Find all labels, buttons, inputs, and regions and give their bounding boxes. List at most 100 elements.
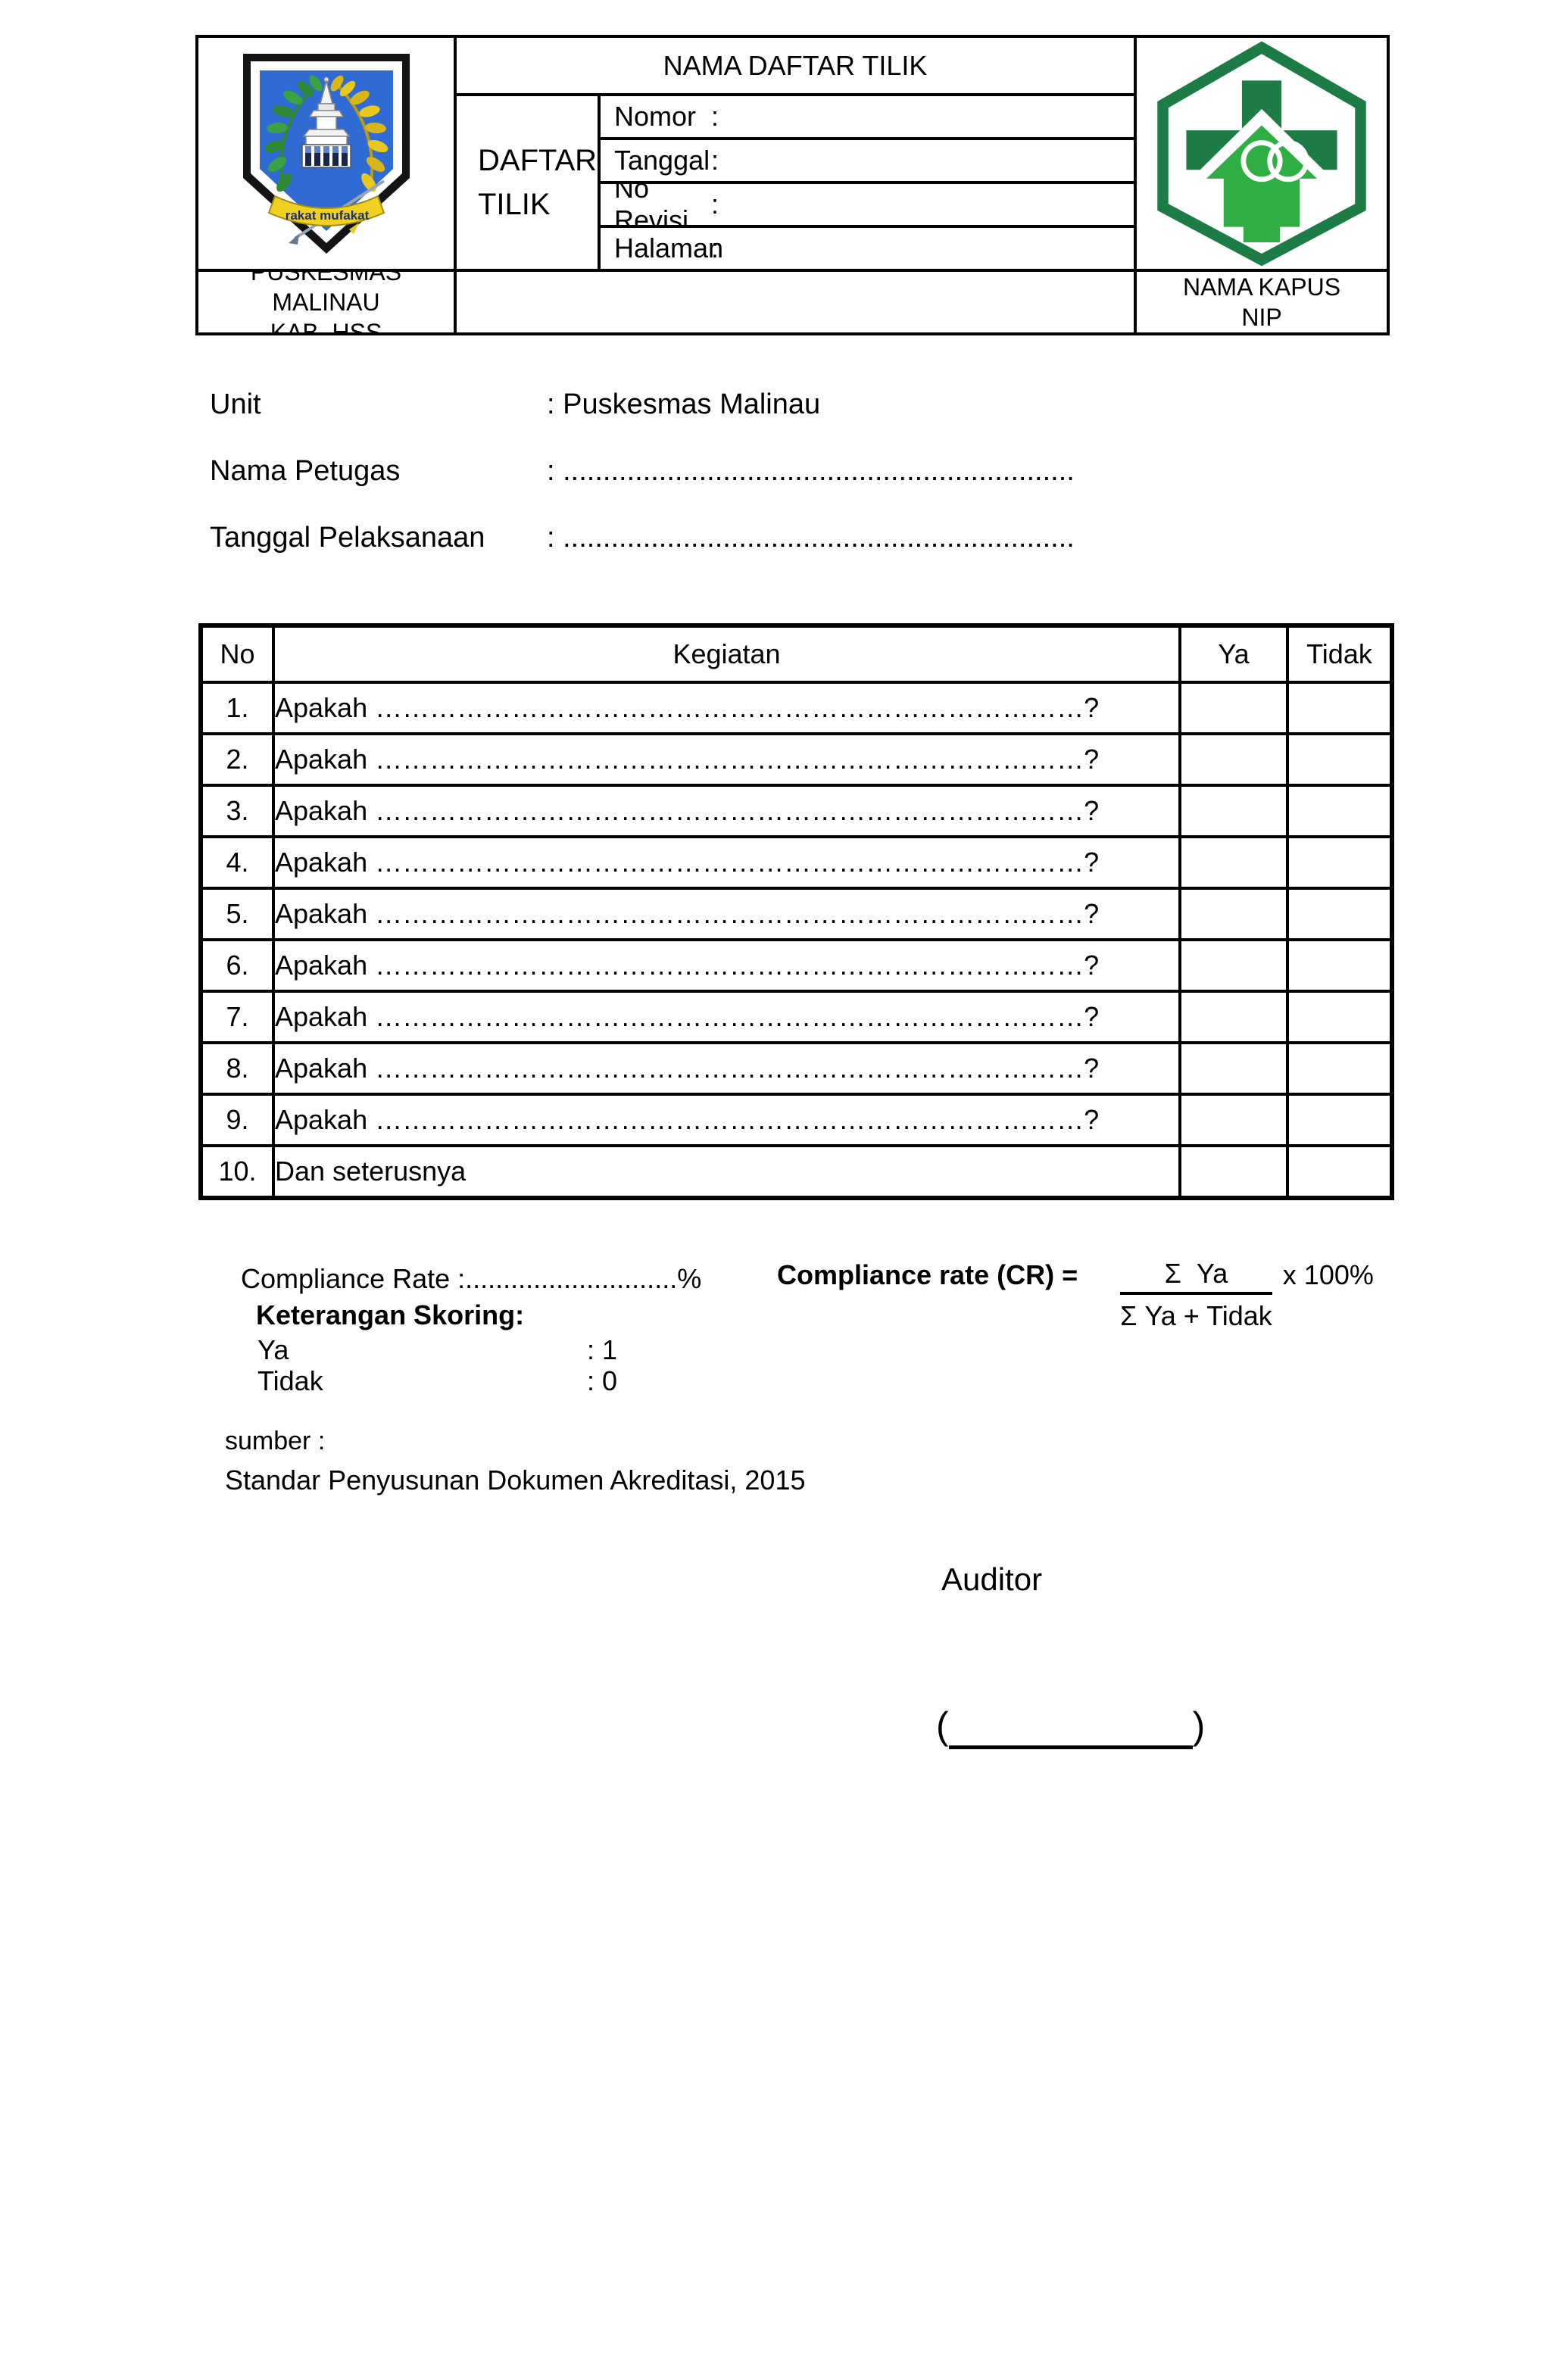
formula-label: Compliance rate (CR) =: [777, 1259, 1078, 1290]
meta-colon: :: [711, 189, 719, 220]
family-circle-left: [1240, 139, 1283, 182]
meta-value-blank[interactable]: [719, 96, 1134, 137]
col-header-tidak: Tidak: [1286, 624, 1393, 684]
org-name-line1: PUSKESMAS MALINAU: [250, 272, 402, 316]
hss-banner-text: rakat mufakat: [285, 208, 369, 223]
tidak-cell[interactable]: [1286, 938, 1393, 993]
meta-label: Halaman: [614, 232, 724, 264]
tidak-cell[interactable]: [1286, 732, 1393, 787]
header-table: rakat mufakat NAMA DAFTAR TILIK DAFTAR T…: [195, 35, 1390, 335]
row-number: 3.: [199, 784, 275, 838]
info-label: Nama Petugas: [210, 455, 401, 487]
compliance-formula: Compliance rate (CR) = Σ Ya Σ Ya + Tidak…: [777, 1259, 1374, 1331]
kegiatan-text: Apakah ……………………………………………………………………?: [272, 938, 1181, 993]
compliance-rate-blank[interactable]: Compliance Rate :.......................…: [241, 1263, 702, 1294]
ya-cell[interactable]: [1178, 784, 1289, 838]
ya-cell[interactable]: [1178, 732, 1289, 787]
meta-label: No Revisi: [614, 184, 689, 225]
org-name-cell: PUSKESMAS MALINAU KAB. HSS: [198, 272, 454, 332]
ya-cell[interactable]: [1178, 1041, 1289, 1096]
ya-cell[interactable]: [1178, 1144, 1289, 1199]
tidak-cell[interactable]: [1286, 1144, 1393, 1199]
table-row: 7. Apakah ……………………………………………………………………?: [199, 990, 1393, 1044]
info-label: Unit: [210, 388, 261, 420]
tidak-cell[interactable]: [1286, 1041, 1393, 1096]
table-row: 9. Apakah ……………………………………………………………………?: [199, 1093, 1393, 1147]
table-row: 1. Apakah ……………………………………………………………………?: [199, 681, 1393, 735]
ya-cell[interactable]: [1178, 835, 1289, 890]
meta-row-no-revisi: No Revisi :: [601, 184, 1134, 225]
score-row-tidak: Tidak : 0: [257, 1365, 617, 1397]
meta-value-blank[interactable]: [719, 184, 1134, 225]
checklist-table: No Kegiatan Ya Tidak 1. Apakah …………………………: [198, 623, 1394, 1200]
kegiatan-text: Apakah ……………………………………………………………………?: [272, 835, 1181, 890]
cross-bottom-arm: [1243, 224, 1281, 242]
tidak-cell[interactable]: [1286, 990, 1393, 1044]
tidak-cell[interactable]: [1286, 887, 1393, 941]
formula-denominator: Σ Ya + Tidak: [1120, 1300, 1272, 1331]
paren-open: (: [936, 1705, 949, 1747]
info-row-unit: Unit : Puskesmas Malinau: [210, 388, 1164, 421]
col-header-ya: Ya: [1178, 624, 1289, 684]
info-value-tanggal-blank[interactable]: : ......................................…: [547, 522, 1075, 554]
ya-cell[interactable]: [1178, 1093, 1289, 1147]
row-number: 1.: [199, 681, 275, 735]
meta-colon: :: [711, 145, 719, 176]
tidak-cell[interactable]: [1286, 1093, 1393, 1147]
meta-value-blank[interactable]: [719, 140, 1134, 181]
kapus-name-line: NAMA KAPUS: [1182, 273, 1341, 301]
ya-cell[interactable]: [1178, 990, 1289, 1044]
meta-colon: :: [711, 101, 719, 132]
score-value: : 0: [587, 1365, 618, 1396]
checklist-header-row: No Kegiatan Ya Tidak: [199, 624, 1393, 684]
row-number: 4.: [199, 835, 275, 890]
kapus-cell: NAMA KAPUS NIP: [1137, 272, 1387, 332]
table-row: 10. Dan seterusnya: [199, 1144, 1393, 1199]
row-number: 6.: [199, 938, 275, 993]
info-row-tanggal-pelaksanaan: Tanggal Pelaksanaan : ..................…: [210, 521, 1164, 554]
meta-row-halaman: Halaman :: [601, 228, 1134, 269]
kab-hss-coat-of-arms: rakat mufakat: [242, 53, 410, 254]
ya-cell[interactable]: [1178, 938, 1289, 993]
laurel-branch-icon: [264, 75, 322, 192]
info-row-nama-petugas: Nama Petugas : .........................…: [210, 454, 1164, 488]
formula-multiplier: x 100%: [1282, 1259, 1374, 1290]
score-label: Tidak: [257, 1365, 323, 1396]
score-value: : 1: [587, 1334, 618, 1365]
meta-value-blank[interactable]: [719, 228, 1134, 269]
table-row: 8. Apakah ……………………………………………………………………?: [199, 1041, 1393, 1096]
meta-row-nomor: Nomor :: [601, 96, 1134, 137]
table-row: 2. Apakah ……………………………………………………………………?: [199, 732, 1393, 787]
row-number: 8.: [199, 1041, 275, 1096]
score-label: Ya: [257, 1334, 289, 1365]
ya-cell[interactable]: [1178, 681, 1289, 735]
kegiatan-text: Apakah ……………………………………………………………………?: [272, 990, 1181, 1044]
keterangan-skoring-title: Keterangan Skoring:: [256, 1299, 525, 1330]
tidak-cell[interactable]: [1286, 784, 1393, 838]
kegiatan-text: Apakah ……………………………………………………………………?: [272, 1093, 1181, 1147]
ya-cell[interactable]: [1178, 887, 1289, 941]
meta-row-tanggal: Tanggal :: [601, 140, 1134, 181]
info-value-nama-petugas-blank[interactable]: : ......................................…: [547, 455, 1075, 487]
formula-numerator: Σ Ya: [1120, 1259, 1272, 1295]
signature-area: ( ): [936, 1702, 1205, 1749]
row-number: 10.: [199, 1144, 275, 1199]
paren-close: ): [1192, 1705, 1206, 1747]
table-row: 3. Apakah ……………………………………………………………………?: [199, 784, 1393, 838]
col-header-kegiatan: Kegiatan: [272, 624, 1181, 684]
meta-label: Tanggal: [614, 145, 710, 176]
header-cell-right-logo: [1137, 38, 1387, 269]
org-name-line2: KAB. HSS: [270, 319, 382, 332]
signature-name-blank[interactable]: [948, 1703, 1193, 1749]
header-cell-left-logo: rakat mufakat: [198, 38, 454, 269]
tidak-cell[interactable]: [1286, 681, 1393, 735]
kegiatan-text: Apakah ……………………………………………………………………?: [272, 784, 1181, 838]
meta-colon: :: [711, 232, 719, 264]
doc-type-cell: DAFTAR TILIK: [457, 96, 598, 269]
tidak-cell[interactable]: [1286, 835, 1393, 890]
row-number: 5.: [199, 887, 275, 941]
score-row-ya: Ya : 1: [257, 1334, 617, 1366]
source-label: sumber :: [225, 1427, 326, 1455]
banner-ribbon: rakat mufakat: [267, 195, 385, 226]
